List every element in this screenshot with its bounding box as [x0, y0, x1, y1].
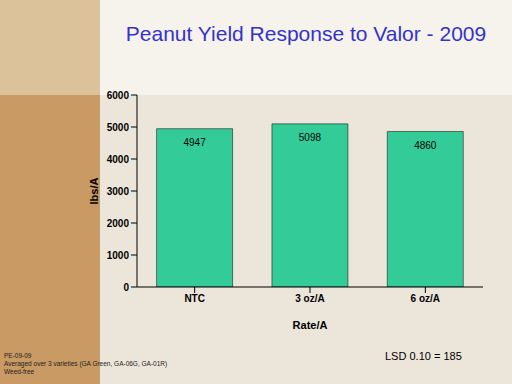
svg-text:5000: 5000: [107, 122, 130, 133]
svg-text:6 oz/A: 6 oz/A: [411, 293, 440, 304]
svg-text:4860: 4860: [414, 140, 437, 151]
svg-text:4947: 4947: [183, 137, 206, 148]
svg-text:NTC: NTC: [184, 293, 205, 304]
svg-text:Rate/A: Rate/A: [293, 319, 328, 331]
svg-text:2000: 2000: [107, 218, 130, 229]
svg-text:0: 0: [123, 282, 129, 293]
svg-text:1000: 1000: [107, 250, 130, 261]
svg-text:lbs/A: lbs/A: [88, 178, 100, 205]
html-text:PE-09-09: PE-09-09: [4, 352, 32, 359]
svg-text:6000: 6000: [107, 90, 130, 101]
html-text:Weed-free: Weed-free: [4, 368, 35, 375]
html-text:Averaged over 3 varieties (GA: Averaged over 3 varieties (GA Green, GA-…: [4, 360, 168, 367]
svg-text:4000: 4000: [107, 154, 130, 165]
svg-text:3000: 3000: [107, 186, 130, 197]
svg-text:5098: 5098: [299, 132, 322, 143]
svg-text:3 oz/A: 3 oz/A: [295, 293, 324, 304]
html-text:LSD 0.10 = 185: LSD 0.10 = 185: [385, 350, 462, 362]
html-text:Peanut Yield Response to Valor: Peanut Yield Response to Valor - 2009: [125, 22, 487, 45]
